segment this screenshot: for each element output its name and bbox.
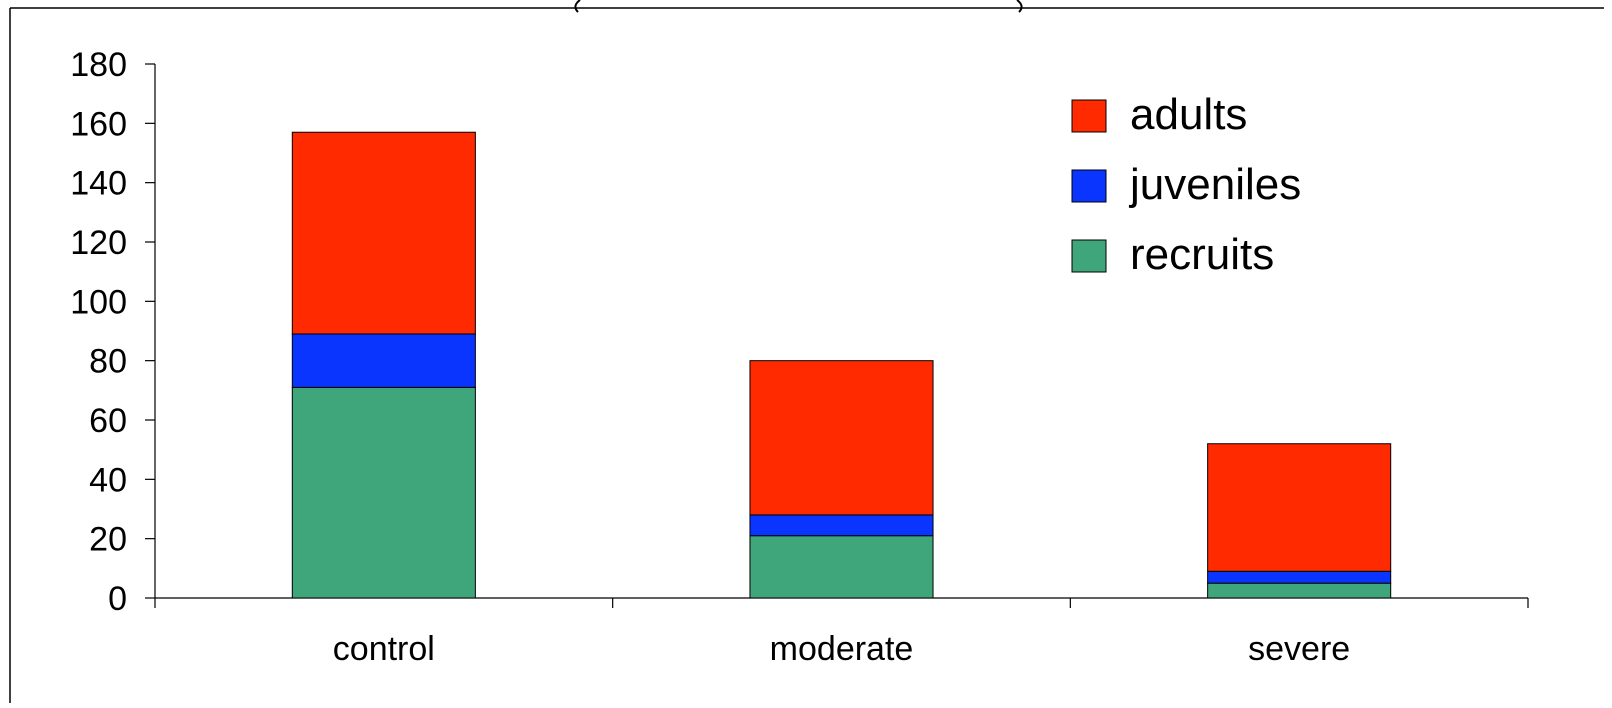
y-tick-label: 20 — [89, 521, 127, 559]
frame — [9, 0, 1604, 703]
legend-label-juveniles: juveniles — [1128, 160, 1301, 209]
y-tick-label: 160 — [70, 105, 127, 143]
y-tick-label: 120 — [70, 224, 127, 262]
x-tick-label: moderate — [770, 630, 914, 668]
y-tick-label: 140 — [70, 165, 127, 203]
legend-swatch-recruits — [1071, 239, 1107, 273]
x-axis: control moderate severe — [154, 597, 1529, 668]
legend-label-recruits: recruits — [1130, 230, 1274, 279]
y-axis: 0 20 40 60 80 100 120 140 160 180 — [70, 46, 156, 618]
x-tick-label: control — [333, 630, 435, 668]
frame-bracket-right — [1016, 0, 1023, 13]
bar-juveniles-moderate — [749, 514, 934, 537]
bar-adults-control — [291, 131, 476, 335]
y-tick-label: 80 — [89, 343, 127, 381]
y-tick-label: 0 — [108, 580, 127, 618]
y-tick-label: 40 — [89, 461, 127, 499]
bar-recruits-moderate — [749, 535, 934, 599]
legend-label-adults: adults — [1130, 90, 1247, 139]
bar-recruits-control — [291, 386, 476, 599]
x-tick-label: severe — [1248, 630, 1350, 668]
bar-juveniles-severe — [1207, 570, 1392, 584]
bars — [291, 131, 1392, 599]
bar-adults-moderate — [749, 360, 934, 516]
legend-swatch-adults — [1071, 99, 1107, 133]
legend: adults juveniles recruits — [1071, 90, 1301, 279]
frame-bracket-left — [574, 0, 581, 13]
bar-juveniles-control — [291, 333, 476, 388]
legend-swatch-juveniles — [1071, 169, 1107, 203]
y-tick-label: 180 — [70, 46, 127, 84]
y-tick-label: 60 — [89, 402, 127, 440]
y-tick-label: 100 — [70, 283, 127, 321]
bar-recruits-severe — [1207, 582, 1392, 599]
bar-adults-severe — [1207, 443, 1392, 572]
